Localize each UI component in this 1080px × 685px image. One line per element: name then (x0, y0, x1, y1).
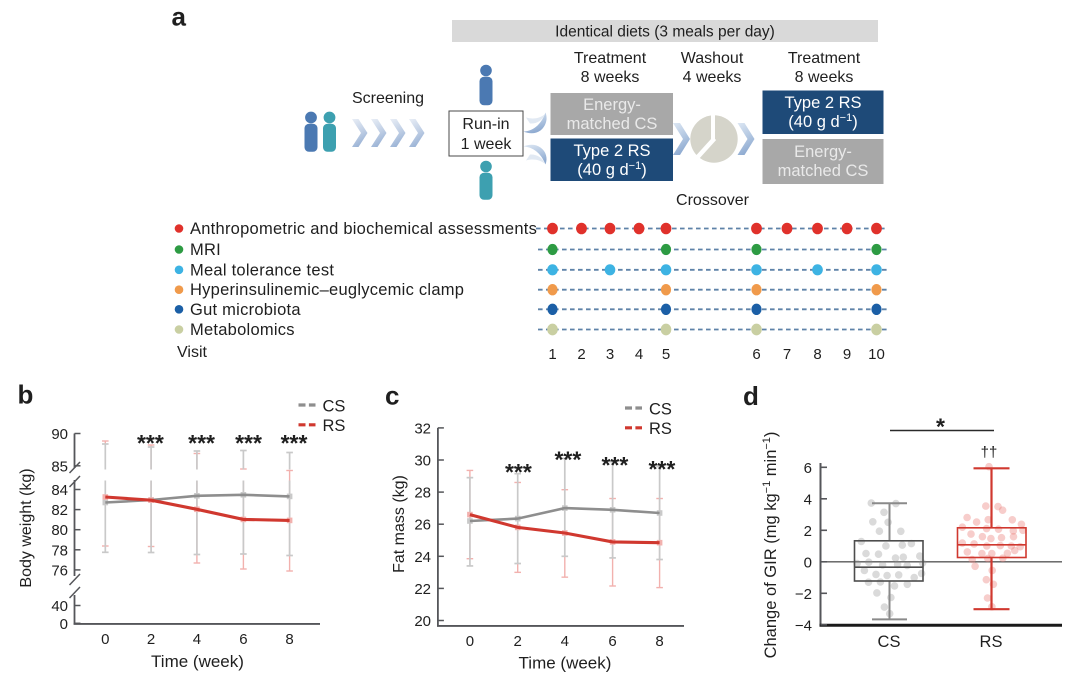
svg-text:CS: CS (649, 401, 672, 419)
svg-text:82: 82 (51, 502, 68, 519)
svg-text:Hyperinsulinemic–euglycemic cl: Hyperinsulinemic–euglycemic clamp (190, 281, 464, 299)
svg-text:76: 76 (51, 562, 68, 579)
svg-text:1: 1 (548, 346, 556, 363)
svg-text:a: a (172, 2, 187, 32)
svg-text:RS: RS (980, 633, 1003, 651)
svg-text:7: 7 (783, 346, 791, 363)
svg-text:8: 8 (655, 633, 663, 650)
svg-text:c: c (385, 381, 399, 411)
svg-text:Gut microbiota: Gut microbiota (190, 301, 301, 319)
svg-text:6: 6 (608, 633, 616, 650)
svg-text:6: 6 (239, 631, 247, 648)
svg-text:Washout: Washout (681, 50, 744, 67)
svg-text:32: 32 (414, 420, 431, 437)
svg-text:CS: CS (323, 398, 346, 416)
svg-text:0: 0 (466, 633, 474, 650)
svg-text:8 weeks: 8 weeks (795, 69, 854, 86)
svg-text:b: b (18, 380, 34, 410)
svg-text:2: 2 (147, 631, 155, 648)
svg-text:6: 6 (752, 346, 760, 363)
svg-text:4: 4 (561, 633, 569, 650)
svg-text:8: 8 (285, 631, 293, 648)
svg-text:5: 5 (662, 346, 670, 363)
svg-text:3: 3 (606, 346, 614, 363)
svg-text:Anthropometric and biochemical: Anthropometric and biochemical assessmen… (190, 220, 537, 238)
svg-text:Metabolomics: Metabolomics (190, 321, 295, 339)
svg-text:0: 0 (804, 554, 812, 571)
svg-text:10: 10 (868, 346, 885, 363)
svg-text:***: *** (188, 430, 215, 456)
svg-text:20: 20 (414, 613, 431, 630)
svg-text:28: 28 (414, 485, 431, 502)
svg-text:Energy-: Energy- (583, 96, 641, 114)
svg-text:8 weeks: 8 weeks (581, 69, 640, 86)
svg-text:9: 9 (843, 346, 851, 363)
svg-text:matched CS: matched CS (778, 162, 869, 180)
svg-text:2: 2 (804, 523, 812, 540)
svg-text:***: *** (601, 452, 628, 478)
svg-text:Screening: Screening (352, 90, 424, 107)
svg-text:***: *** (505, 459, 532, 485)
svg-text:***: *** (554, 447, 581, 473)
svg-text:85: 85 (51, 458, 68, 475)
svg-text:4: 4 (635, 346, 643, 363)
svg-text:40: 40 (51, 598, 68, 615)
svg-text:Meal tolerance test: Meal tolerance test (190, 261, 334, 279)
svg-text:80: 80 (51, 522, 68, 539)
svg-text:Run-in: Run-in (462, 116, 509, 133)
svg-text:1 week: 1 week (461, 136, 513, 153)
svg-text:Treatment: Treatment (574, 50, 647, 67)
svg-text:6: 6 (804, 460, 812, 477)
svg-text:***: *** (235, 430, 262, 456)
svg-text:4 weeks: 4 weeks (683, 69, 742, 86)
svg-text:90: 90 (51, 426, 68, 443)
svg-text:matched CS: matched CS (567, 115, 658, 133)
svg-text:Crossover: Crossover (676, 192, 750, 209)
svg-text:*: * (936, 414, 945, 440)
svg-text:Energy-: Energy- (794, 143, 852, 161)
svg-text:Time (week): Time (week) (519, 654, 612, 673)
svg-text:Type 2 RS: Type 2 RS (573, 142, 650, 160)
svg-text:22: 22 (414, 581, 431, 598)
svg-text:−2: −2 (795, 586, 812, 603)
svg-text:RS: RS (649, 420, 672, 438)
svg-text:4: 4 (804, 491, 812, 508)
svg-text:Time (week): Time (week) (151, 652, 244, 671)
svg-text:CS: CS (878, 633, 901, 651)
svg-text:24: 24 (414, 549, 431, 566)
svg-text:Fat mass (kg): Fat mass (kg) (391, 475, 408, 573)
svg-text:***: *** (281, 430, 308, 456)
svg-text:0: 0 (60, 616, 68, 633)
svg-text:Body weight (kg): Body weight (kg) (18, 468, 35, 587)
svg-text:2: 2 (514, 633, 522, 650)
svg-text:***: *** (137, 430, 164, 456)
svg-text:2: 2 (577, 346, 585, 363)
svg-text:26: 26 (414, 517, 431, 534)
svg-text:4: 4 (193, 631, 201, 648)
svg-text:Treatment: Treatment (788, 50, 861, 67)
svg-text:Visit: Visit (177, 344, 207, 361)
svg-text:Change of GIR (mg kg−1 min−1): Change of GIR (mg kg−1 min−1) (761, 432, 780, 659)
svg-text:MRI: MRI (190, 241, 221, 259)
svg-text:−4: −4 (795, 617, 812, 634)
svg-text:††: †† (981, 444, 998, 461)
svg-text:Type 2 RS: Type 2 RS (784, 94, 861, 112)
svg-text:d: d (743, 381, 759, 411)
svg-text:78: 78 (51, 542, 68, 559)
svg-text:Identical diets (3 meals per d: Identical diets (3 meals per day) (555, 24, 775, 41)
svg-text:0: 0 (101, 631, 109, 648)
svg-text:8: 8 (813, 346, 821, 363)
svg-text:84: 84 (51, 482, 68, 499)
svg-text:30: 30 (414, 453, 431, 470)
svg-text:***: *** (648, 456, 675, 482)
svg-text:RS: RS (323, 417, 346, 435)
